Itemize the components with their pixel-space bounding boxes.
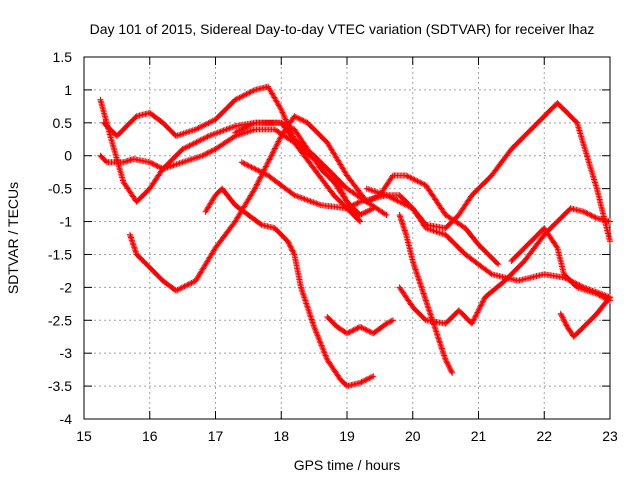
y-tick-labels: 1.5 1 0.5 0 -0.5 -1 -1.5 -2 -2.5 -3 -3.5 -4 [48, 49, 72, 427]
y-axis-label: SDTVAR / TECUs [5, 182, 21, 294]
y-tick-label: 1 [64, 82, 72, 98]
y-tick-label: -3 [60, 345, 73, 361]
x-axis-label: GPS time / hours [294, 457, 401, 473]
series-s7 [232, 119, 502, 268]
x-tick-label: 19 [339, 428, 355, 444]
x-tick-label: 18 [273, 428, 289, 444]
x-tick-label: 15 [76, 428, 92, 444]
axis-ticks [83, 56, 611, 420]
series-s11 [324, 314, 396, 337]
x-tick-labels: 15 16 17 18 19 20 21 22 23 [76, 428, 618, 444]
series-s4 [127, 113, 390, 294]
y-tick-label: -2 [60, 279, 73, 295]
series-s10 [396, 205, 613, 327]
x-tick-label: 22 [536, 428, 552, 444]
series-s8 [363, 100, 613, 245]
series-s12 [557, 294, 613, 340]
x-tick-label: 17 [208, 428, 224, 444]
chart-title: Day 101 of 2015, Sidereal Day-to-day VTE… [90, 21, 595, 37]
y-tick-label: -1.5 [48, 246, 72, 262]
y-tick-label: -1 [60, 214, 73, 230]
x-tick-label: 20 [405, 428, 421, 444]
y-tick-label: -4 [60, 411, 73, 427]
x-tick-label: 16 [142, 428, 158, 444]
y-tick-label: 1.5 [53, 49, 73, 65]
y-tick-label: -2.5 [48, 312, 72, 328]
data-series [97, 83, 613, 390]
series-s13 [508, 225, 613, 304]
series-s5 [202, 185, 377, 390]
y-tick-label: -0.5 [48, 181, 72, 197]
y-tick-label: 0.5 [53, 115, 73, 131]
y-tick-label: -3.5 [48, 378, 72, 394]
y-tick-label: 0 [64, 148, 72, 164]
x-tick-label: 23 [602, 428, 618, 444]
x-tick-label: 21 [471, 428, 487, 444]
